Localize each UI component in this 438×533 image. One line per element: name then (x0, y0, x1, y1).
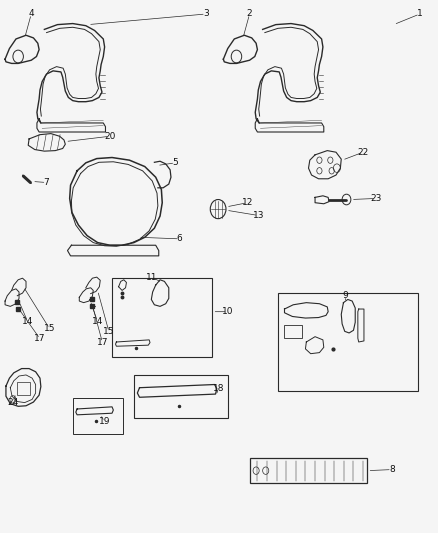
Text: 14: 14 (92, 317, 103, 326)
Text: 5: 5 (173, 158, 178, 167)
Text: 20: 20 (104, 132, 116, 141)
Bar (134, 375, 228, 418)
Text: 4: 4 (28, 10, 34, 19)
Text: 19: 19 (99, 417, 110, 426)
Text: 24: 24 (7, 398, 18, 407)
Text: 9: 9 (343, 291, 349, 300)
Text: 14: 14 (22, 317, 33, 326)
Text: 13: 13 (253, 211, 264, 220)
Text: 11: 11 (145, 273, 157, 281)
Text: 15: 15 (103, 327, 115, 336)
Text: 6: 6 (177, 235, 183, 244)
Text: 3: 3 (203, 10, 209, 19)
Text: 7: 7 (44, 178, 49, 187)
Text: 18: 18 (213, 384, 225, 393)
Text: 2: 2 (247, 10, 252, 19)
Text: 17: 17 (97, 338, 108, 347)
Text: 22: 22 (357, 148, 369, 157)
Text: 12: 12 (242, 198, 253, 207)
Bar (17, 382, 30, 395)
Bar (251, 458, 367, 483)
Bar (112, 278, 212, 357)
Bar (73, 398, 123, 434)
Bar (278, 293, 418, 391)
Text: 8: 8 (389, 465, 395, 474)
Text: 1: 1 (417, 10, 423, 19)
Text: 15: 15 (44, 324, 55, 333)
Text: 23: 23 (371, 194, 382, 203)
Bar (284, 325, 302, 338)
Text: 10: 10 (222, 307, 233, 316)
Text: 17: 17 (34, 334, 46, 343)
